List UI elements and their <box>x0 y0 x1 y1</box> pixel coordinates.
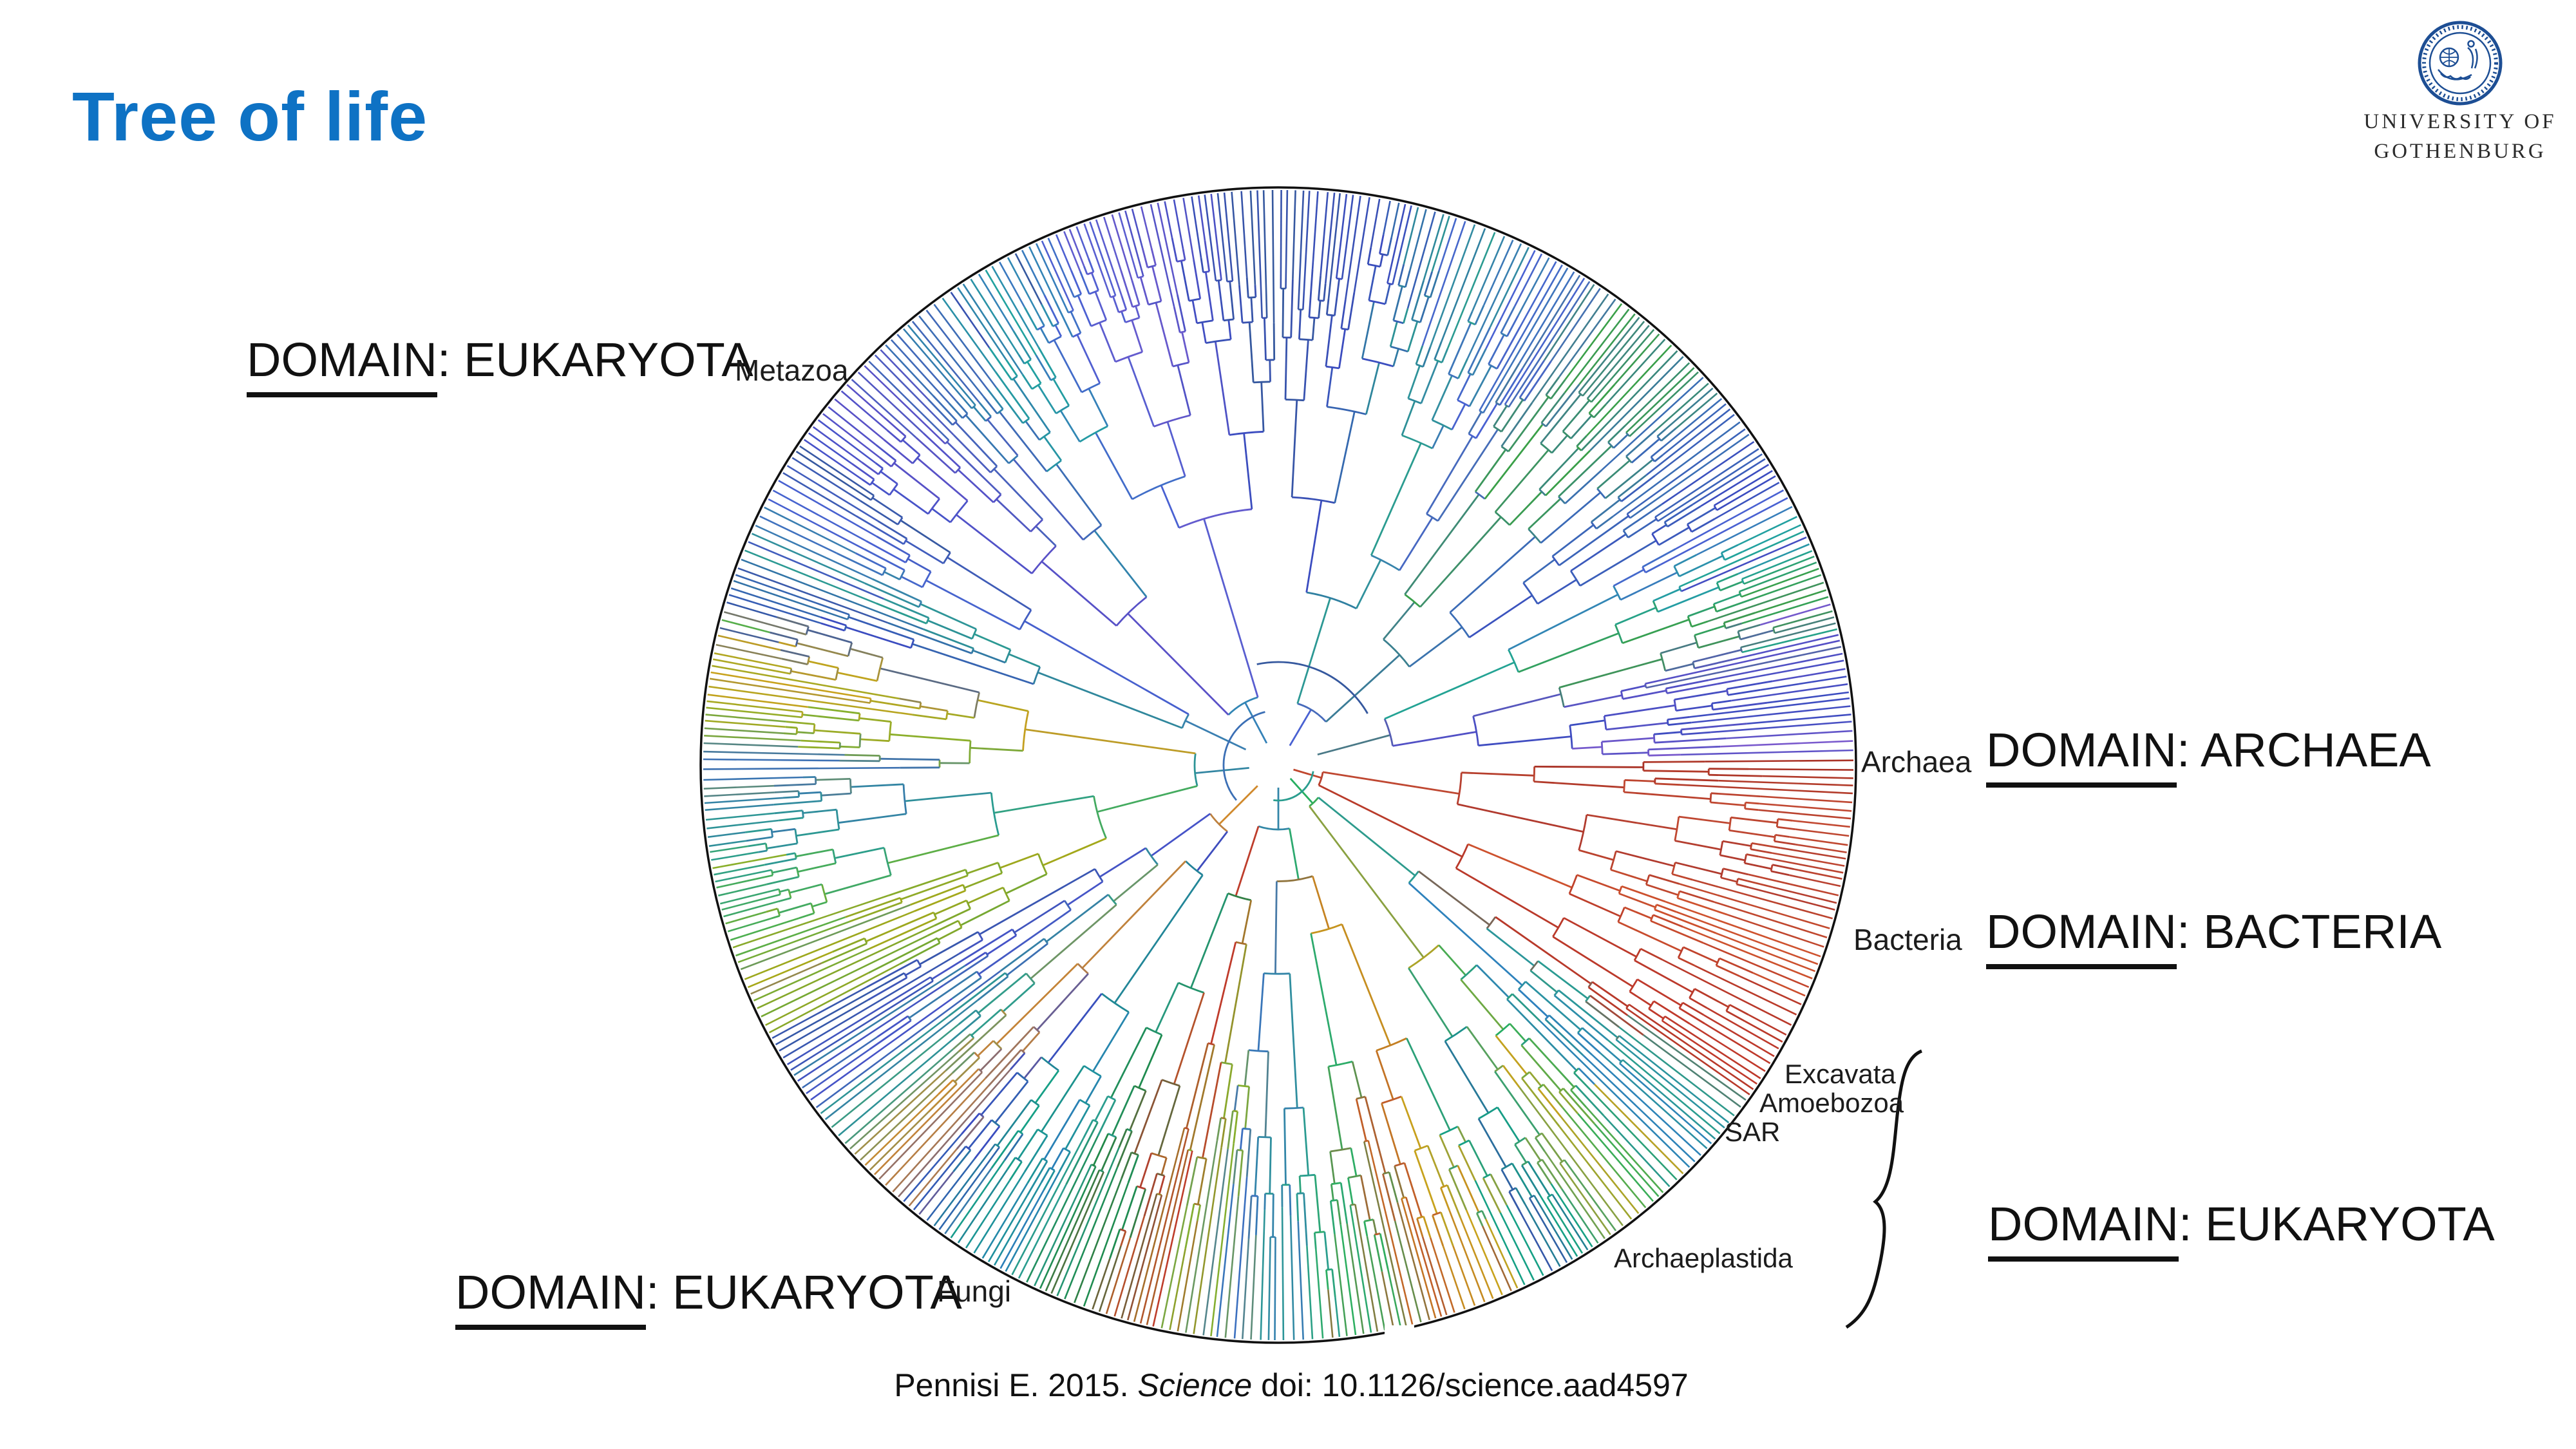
university-name-line2: GOTHENBURG <box>2374 140 2546 163</box>
domain-rest: : EUKARYOTA <box>646 1265 962 1319</box>
university-name-line1: UNIVERSITY OF <box>2363 110 2557 133</box>
domain-word: DOMAIN <box>1986 723 2177 788</box>
clade-label-bacteria: Bacteria <box>1853 923 1962 956</box>
clade-label-fungi: Fungi <box>937 1274 1012 1308</box>
citation-prefix: Pennisi E. 2015. <box>894 1367 1138 1403</box>
domain-label-eukaryota-left: DOMAIN: EUKARYOTA <box>247 332 753 397</box>
tree-outline-circle <box>699 186 1857 1344</box>
domain-rest: : EUKARYOTA <box>437 333 753 386</box>
tree-branches <box>703 189 1854 1341</box>
domain-rest: : EUKARYOTA <box>2179 1197 2495 1251</box>
domain-word: DOMAIN <box>1988 1197 2179 1262</box>
clade-label-sar: SAR <box>1725 1117 1781 1147</box>
domain-label-archaea: DOMAIN: ARCHAEA <box>1986 723 2431 788</box>
university-logo: UNIVERSITY OF GOTHENBURG <box>2312 19 2576 166</box>
clade-label-archaea: Archaea <box>1861 745 1972 779</box>
domain-label-eukaryota-bottom-left: DOMAIN: EUKARYOTA <box>455 1265 962 1330</box>
domain-label-eukaryota-right: DOMAIN: EUKARYOTA <box>1988 1197 2495 1262</box>
clade-label-excavata: Excavata <box>1785 1059 1896 1089</box>
domain-rest: : ARCHAEA <box>2177 723 2431 777</box>
domain-word: DOMAIN <box>455 1265 646 1330</box>
citation: Pennisi E. 2015. Science doi: 10.1126/sc… <box>808 1367 1774 1404</box>
citation-suffix: doi: 10.1126/science.aad4597 <box>1252 1367 1689 1403</box>
citation-journal: Science <box>1137 1367 1253 1403</box>
university-seal-icon <box>2418 21 2503 106</box>
clade-label-metazoa: Metazoa <box>735 354 849 387</box>
domain-word: DOMAIN <box>1986 905 2177 969</box>
clade-label-amoebozoa: Amoebozoa <box>1759 1088 1904 1118</box>
domain-label-bacteria: DOMAIN: BACTERIA <box>1986 904 2442 969</box>
page-title: Tree of life <box>72 77 428 155</box>
eukaryota-group-brace <box>1845 1049 1923 1329</box>
clade-label-archaeplastida: Archaeplastida <box>1614 1243 1793 1273</box>
domain-word: DOMAIN <box>247 333 437 397</box>
outline-gap <box>1385 1325 1414 1354</box>
domain-rest: : BACTERIA <box>2177 905 2442 958</box>
